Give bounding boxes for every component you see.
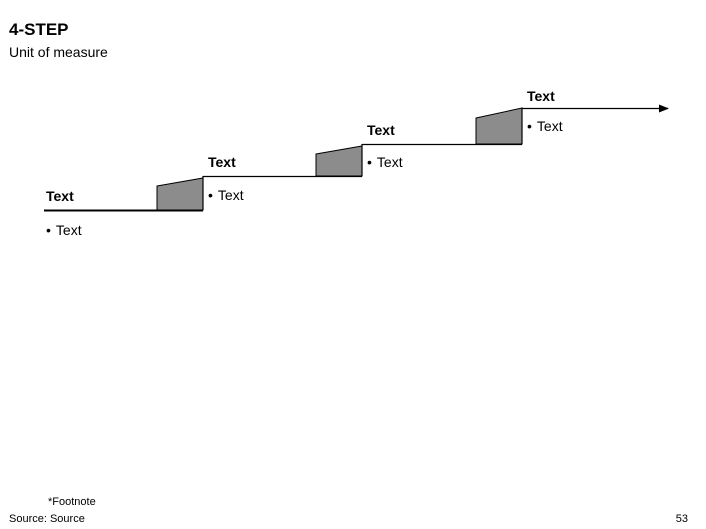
step-3-bullet-text: Text xyxy=(376,154,403,170)
step-4-bullet-text: Text xyxy=(536,118,563,134)
step-1-label: Text xyxy=(46,188,74,204)
step-4-bullet: • Text xyxy=(527,118,563,134)
bullet-glyph: • xyxy=(367,154,372,170)
page-number: 53 xyxy=(675,513,688,525)
step-3-label: Text xyxy=(367,122,395,138)
step-2-label: Text xyxy=(208,154,236,170)
slide-subtitle: Unit of measure xyxy=(9,44,108,60)
step-2-riser xyxy=(315,145,363,177)
source-note: Source: Source xyxy=(9,513,85,525)
slide-title: 4-STEP xyxy=(9,20,69,39)
bullet-glyph: • xyxy=(208,187,213,203)
step-2-bullet: • Text xyxy=(208,187,244,203)
step-1-bullet-text: Text xyxy=(55,222,82,238)
step-4-label: Text xyxy=(527,88,555,104)
bullet-glyph: • xyxy=(527,118,532,134)
step-1-bullet: • Text xyxy=(46,222,82,238)
step-2-bullet-text: Text xyxy=(217,187,244,203)
bullet-glyph: • xyxy=(46,222,51,238)
step-3-riser xyxy=(475,107,523,145)
step-3-bullet: • Text xyxy=(367,154,403,170)
step-1-riser xyxy=(156,177,204,211)
footnote: *Footnote xyxy=(48,496,96,508)
